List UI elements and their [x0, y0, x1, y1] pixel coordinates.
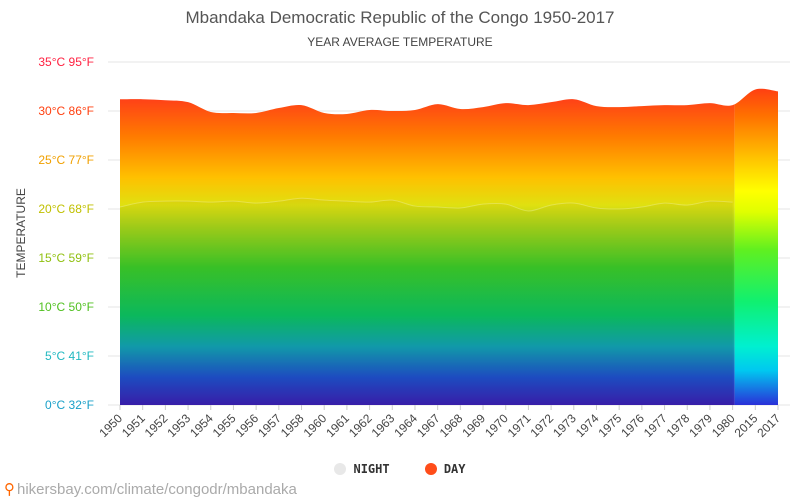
legend: NIGHT DAY — [0, 462, 800, 478]
y-tick-label: 25°C 77°F — [38, 153, 94, 167]
x-tick-label: 1963 — [369, 411, 398, 440]
x-tick-label: 1978 — [664, 411, 693, 440]
x-tick-label: 1955 — [210, 411, 239, 440]
plot-area: 0°C 32°F 5°C 41°F 10°C 50°F 15°C 59°F 20°C 6… — [14, 55, 790, 440]
y-axis-label: TEMPERATURE — [14, 188, 28, 278]
x-tick-label: 1964 — [391, 411, 420, 440]
day-area-tail — [734, 88, 778, 405]
source-link[interactable]: ⚲ hikersbay.com/climate/congodr/mbandaka — [4, 480, 297, 498]
chart-subtitle: YEAR AVERAGE TEMPERATURE — [307, 35, 493, 49]
x-tick-label: 1979 — [686, 411, 715, 440]
x-tick-label: 1951 — [119, 411, 148, 440]
x-tick-label: 1962 — [346, 411, 375, 440]
x-tick-label: 1973 — [550, 411, 579, 440]
legend-swatch-night — [334, 463, 347, 475]
x-tick-label: 1956 — [232, 411, 261, 440]
legend-item-day[interactable]: DAY — [424, 462, 466, 476]
night-line — [119, 197, 733, 212]
x-tick-label: 1974 — [573, 411, 602, 440]
chart-title: Mbandaka Democratic Republic of the Cong… — [185, 8, 615, 27]
legend-label-night: NIGHT — [353, 462, 390, 476]
x-tick-label: 2015 — [732, 411, 761, 440]
map-pin-icon: ⚲ — [4, 481, 15, 498]
x-tick-label: 1967 — [414, 411, 443, 440]
night-area-shade — [120, 198, 733, 405]
source-text: hikersbay.com/climate/congodr/mbandaka — [17, 481, 297, 498]
x-tick-label: 1969 — [459, 411, 488, 440]
x-tick-label: 1960 — [301, 411, 330, 440]
x-tick-label: 1968 — [437, 411, 466, 440]
y-tick-label: 0°C 32°F — [45, 398, 94, 412]
x-tick-label: 1957 — [255, 411, 284, 440]
x-tick-label: 1980 — [709, 411, 738, 440]
y-tick-label: 10°C 50°F — [38, 300, 94, 314]
legend-swatch-day — [424, 463, 437, 475]
x-tick-label: 2017 — [754, 411, 783, 440]
y-tick-label: 30°C 86°F — [38, 104, 94, 118]
x-tick-label: 1970 — [482, 411, 511, 440]
x-tick-label: 1952 — [142, 411, 171, 440]
x-tick-label: 1972 — [527, 411, 556, 440]
x-tick-label: 1961 — [323, 411, 352, 440]
x-tick-label: 1953 — [164, 411, 193, 440]
x-tick-label: 1950 — [96, 411, 125, 440]
day-area — [120, 99, 735, 405]
y-tick-label: 15°C 59°F — [38, 251, 94, 265]
x-tick-label: 1975 — [596, 411, 625, 440]
x-tick-label: 1958 — [278, 411, 307, 440]
legend-label-day: DAY — [443, 462, 466, 476]
y-tick-label: 5°C 41°F — [45, 349, 94, 363]
x-tick-label: 1954 — [187, 411, 216, 440]
x-tick-label: 1971 — [505, 411, 534, 440]
legend-item-night[interactable]: NIGHT — [334, 462, 390, 476]
y-tick-label: 35°C 95°F — [38, 55, 94, 69]
x-tick-label: 1976 — [618, 411, 647, 440]
y-tick-label: 20°C 68°F — [38, 202, 94, 216]
x-tick-label: 1977 — [641, 411, 670, 440]
